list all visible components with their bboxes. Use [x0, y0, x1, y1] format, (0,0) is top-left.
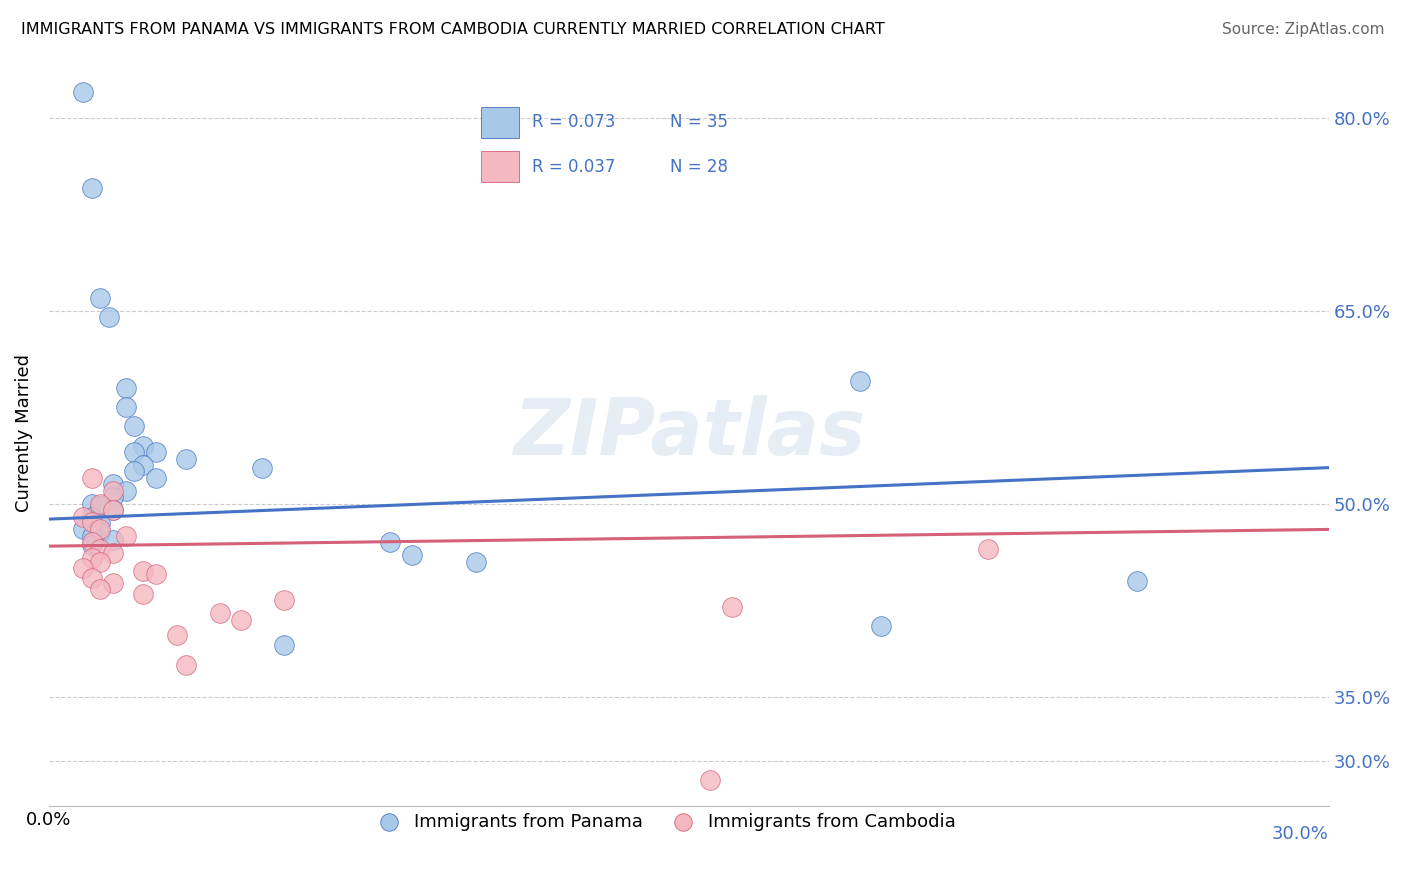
- Text: IMMIGRANTS FROM PANAMA VS IMMIGRANTS FROM CAMBODIA CURRENTLY MARRIED CORRELATION: IMMIGRANTS FROM PANAMA VS IMMIGRANTS FRO…: [21, 22, 884, 37]
- Point: [132, 439, 155, 453]
- Point: [80, 497, 103, 511]
- Point: [114, 400, 136, 414]
- Point: [114, 483, 136, 498]
- Point: [114, 529, 136, 543]
- Point: [229, 613, 252, 627]
- Point: [114, 381, 136, 395]
- Point: [89, 291, 111, 305]
- Point: [72, 523, 94, 537]
- Point: [976, 541, 998, 556]
- Point: [80, 550, 103, 565]
- Point: [401, 548, 423, 562]
- Point: [72, 561, 94, 575]
- Point: [101, 503, 124, 517]
- Point: [145, 567, 167, 582]
- Text: 30.0%: 30.0%: [1272, 825, 1329, 843]
- Point: [132, 564, 155, 578]
- Point: [174, 657, 197, 672]
- Point: [89, 541, 111, 556]
- Point: [101, 483, 124, 498]
- Point: [89, 582, 111, 596]
- Point: [80, 471, 103, 485]
- Point: [80, 509, 103, 524]
- Text: ZIPatlas: ZIPatlas: [513, 395, 865, 471]
- Point: [80, 515, 103, 529]
- Point: [124, 419, 146, 434]
- Point: [132, 587, 155, 601]
- Point: [80, 571, 103, 585]
- Point: [208, 606, 231, 620]
- Point: [89, 555, 111, 569]
- Point: [80, 538, 103, 552]
- Point: [252, 460, 274, 475]
- Point: [870, 619, 893, 633]
- Text: Source: ZipAtlas.com: Source: ZipAtlas.com: [1222, 22, 1385, 37]
- Point: [89, 516, 111, 530]
- Point: [89, 524, 111, 539]
- Point: [97, 310, 120, 324]
- Point: [166, 628, 188, 642]
- Point: [72, 85, 94, 99]
- Point: [145, 445, 167, 459]
- Legend: Immigrants from Panama, Immigrants from Cambodia: Immigrants from Panama, Immigrants from …: [364, 805, 963, 838]
- Point: [380, 535, 402, 549]
- Y-axis label: Currently Married: Currently Married: [15, 354, 32, 512]
- Point: [101, 576, 124, 591]
- Point: [72, 509, 94, 524]
- Point: [1126, 574, 1149, 588]
- Point: [101, 533, 124, 547]
- Point: [80, 181, 103, 195]
- Point: [145, 471, 167, 485]
- Point: [273, 593, 295, 607]
- Point: [89, 500, 111, 514]
- Point: [132, 458, 155, 472]
- Point: [101, 503, 124, 517]
- Point: [124, 445, 146, 459]
- Point: [174, 451, 197, 466]
- Point: [464, 555, 486, 569]
- Point: [101, 545, 124, 559]
- Point: [89, 523, 111, 537]
- Point: [80, 535, 103, 549]
- Point: [273, 638, 295, 652]
- Point: [720, 599, 742, 614]
- Point: [89, 497, 111, 511]
- Point: [699, 773, 721, 788]
- Point: [101, 477, 124, 491]
- Point: [101, 490, 124, 504]
- Point: [848, 375, 870, 389]
- Point: [124, 465, 146, 479]
- Point: [80, 529, 103, 543]
